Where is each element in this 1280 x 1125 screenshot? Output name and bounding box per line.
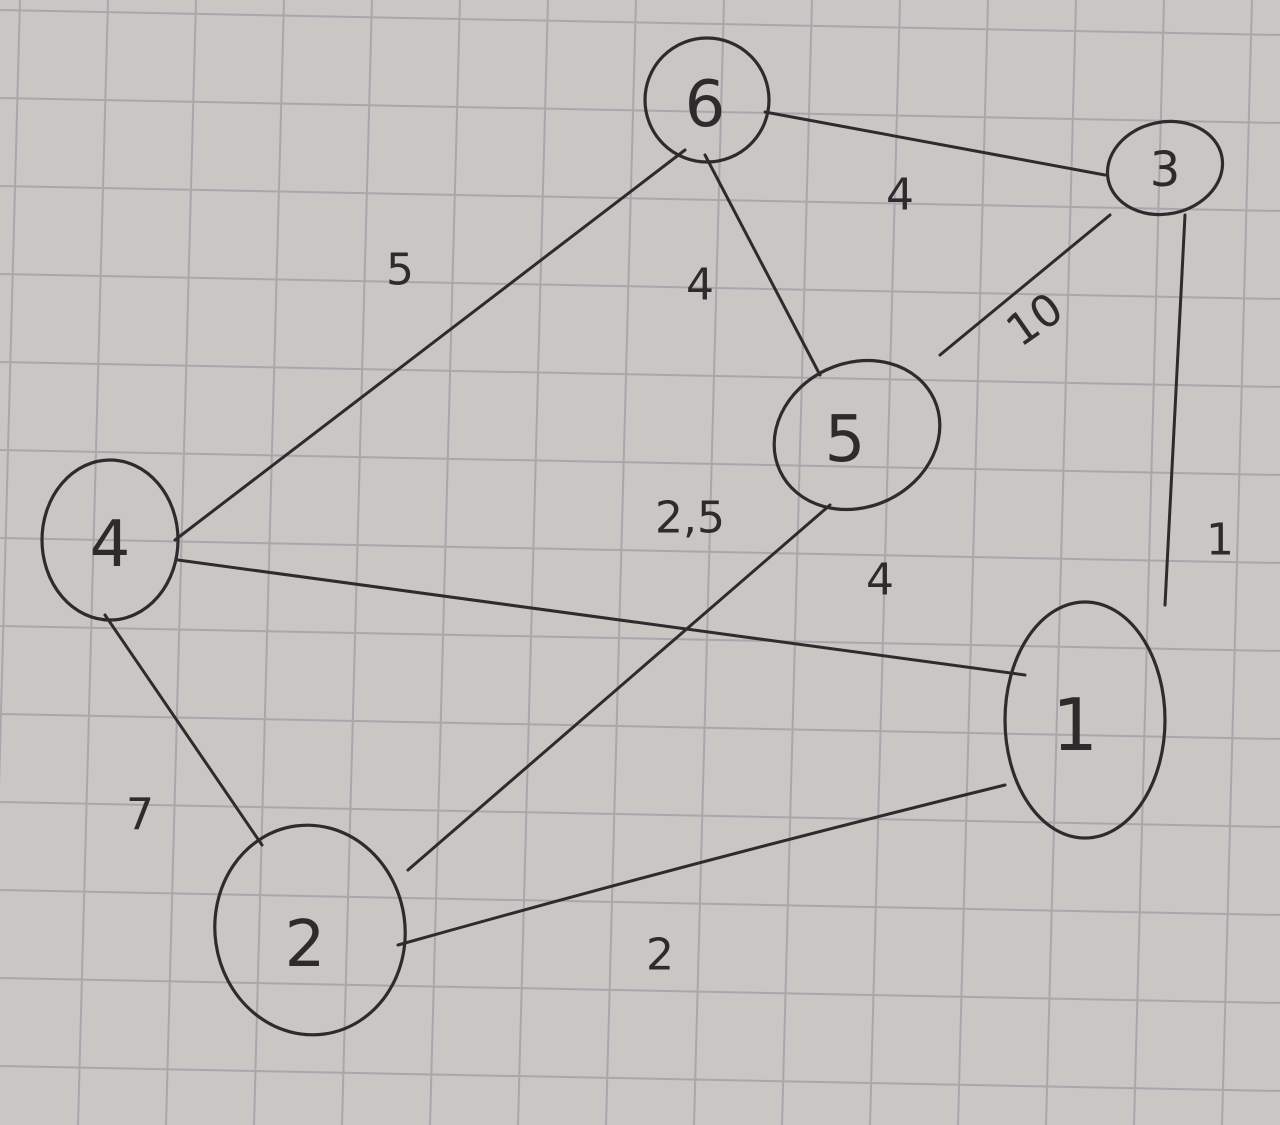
grid-line bbox=[0, 361, 1280, 388]
edge-weight-4-2: 7 bbox=[126, 790, 154, 841]
node-5[interactable]: 5 bbox=[750, 334, 965, 536]
grid-line bbox=[1133, 0, 1165, 1125]
grid-line bbox=[517, 0, 549, 1125]
grid-line bbox=[0, 713, 1280, 740]
edge-weight-4-1: 4 bbox=[866, 555, 894, 606]
edge-3-5 bbox=[938, 213, 1112, 357]
node-2-label: 2 bbox=[285, 908, 326, 982]
edge-4-2 bbox=[103, 613, 264, 847]
node-1-ring bbox=[1003, 600, 1167, 840]
edge-3-1 bbox=[1163, 213, 1187, 607]
node-3[interactable]: 3 bbox=[1099, 111, 1232, 225]
grid-line bbox=[0, 537, 1280, 564]
grid-line bbox=[0, 977, 1280, 1004]
edge-weight-5-2: 2,5 bbox=[655, 493, 725, 544]
edge-5-2 bbox=[406, 503, 832, 872]
edge-weights: 4 5 4 10 1 4 7 2,5 2 bbox=[126, 170, 1234, 981]
node-5-label: 5 bbox=[825, 403, 866, 477]
nodes: 6 3 5 4 1 2 bbox=[40, 36, 1232, 1047]
grid-line bbox=[869, 0, 901, 1125]
node-6[interactable]: 6 bbox=[643, 36, 771, 164]
edge-weight-6-5: 4 bbox=[686, 260, 714, 311]
grid-line bbox=[0, 185, 1280, 212]
grid-line bbox=[1045, 0, 1077, 1125]
grid-line bbox=[0, 1065, 1280, 1092]
edge-weight-2-1: 2 bbox=[646, 930, 674, 981]
grid-line bbox=[253, 0, 285, 1125]
edge-6-5 bbox=[703, 153, 822, 377]
grid-line bbox=[605, 0, 637, 1125]
node-6-ring bbox=[643, 36, 771, 164]
grid-line bbox=[0, 625, 1280, 652]
node-3-label: 3 bbox=[1150, 142, 1181, 198]
grid-line bbox=[341, 0, 373, 1125]
grid-line bbox=[0, 889, 1280, 916]
edge-6-3 bbox=[763, 110, 1107, 177]
grid-line bbox=[0, 449, 1280, 476]
node-2-ring bbox=[213, 823, 407, 1037]
node-1[interactable]: 1 bbox=[1003, 600, 1167, 840]
node-6-label: 6 bbox=[685, 68, 726, 142]
node-4[interactable]: 4 bbox=[40, 458, 180, 622]
grid-line bbox=[957, 0, 989, 1125]
grid-line bbox=[0, 801, 1280, 828]
grid-line bbox=[781, 0, 813, 1125]
grid-line bbox=[0, 273, 1280, 300]
node-3-ring bbox=[1105, 119, 1225, 217]
node-4-ring bbox=[40, 458, 180, 622]
edge-weight-6-4: 5 bbox=[386, 245, 414, 296]
edge-weight-3-1: 1 bbox=[1206, 515, 1234, 566]
node-2[interactable]: 2 bbox=[201, 813, 418, 1047]
edge-2-1 bbox=[396, 783, 1007, 947]
edge-6-4 bbox=[173, 148, 687, 542]
node-5-ring bbox=[772, 358, 942, 512]
node-4-label: 4 bbox=[90, 508, 131, 582]
grid-line bbox=[693, 0, 725, 1125]
grid-line bbox=[429, 0, 461, 1125]
grid-line bbox=[0, 0, 21, 788]
edges bbox=[103, 110, 1187, 947]
node-1-label: 1 bbox=[1052, 683, 1098, 767]
grid-line bbox=[165, 0, 197, 1125]
grid-line bbox=[0, 97, 1280, 124]
edge-weight-6-3: 4 bbox=[886, 170, 914, 221]
grid-line bbox=[0, 9, 1280, 36]
edge-4-1 bbox=[176, 558, 1027, 677]
